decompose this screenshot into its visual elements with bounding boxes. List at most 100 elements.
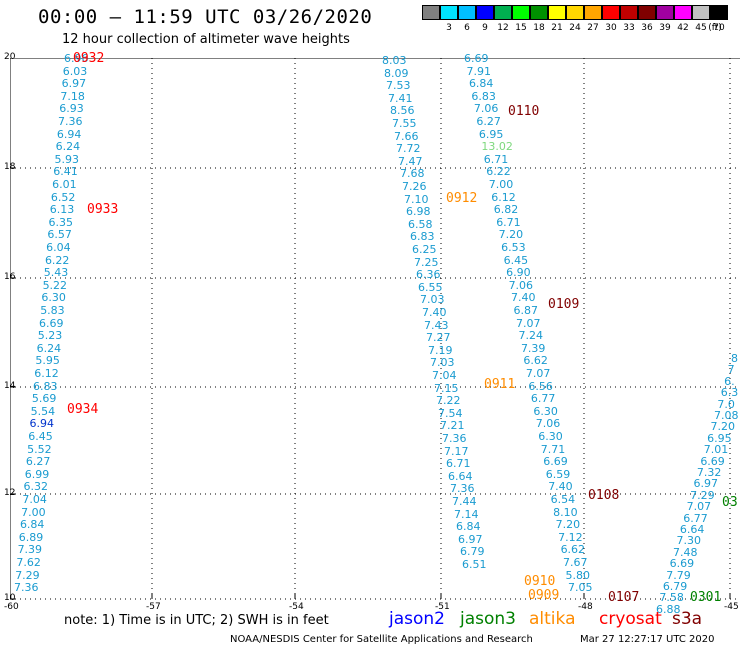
wave-height-value: 7.00 [21, 505, 46, 519]
wave-height-value: 6.55 [418, 280, 443, 294]
wave-height-value: 7.04 [22, 493, 47, 506]
wave-height-value: 7.27 [426, 331, 451, 345]
latitude-label: 12 [4, 488, 16, 498]
wave-height-value: 6.62 [523, 354, 548, 368]
wave-height-value: 7.18 [60, 89, 85, 103]
wave-height-value: 5.23 [37, 329, 63, 343]
wave-height-value: 6.71 [446, 457, 471, 471]
longitude-label: -45 [724, 602, 739, 612]
lat-lon-grid [10, 58, 740, 600]
pass-time-label: 0933 [87, 202, 119, 217]
wave-height-value: 6.94 [29, 417, 54, 431]
wave-height-value: 6.62 [560, 543, 586, 557]
wave-height-value: 6.71 [483, 152, 509, 166]
legend-label: 15 [515, 23, 527, 33]
wave-height-value: 7.06 [473, 102, 499, 116]
wave-height-value: 7.05 [568, 581, 593, 595]
satellite-label: jason2 [389, 609, 445, 629]
wave-height-value: 7.68 [400, 167, 425, 181]
legend-label: 21 [551, 23, 563, 33]
pass-time-label: 0932 [73, 51, 105, 66]
wave-height-value: 7.00 [488, 178, 514, 191]
wave-height-value: 6.69 [700, 454, 725, 468]
wave-height-value: 7.54 [438, 406, 463, 420]
wave-height-value: 6.12 [491, 190, 516, 204]
wave-height-value: 5.69 [31, 392, 57, 406]
wave-height-value: 6.25 [412, 243, 437, 256]
legend-swatch [440, 5, 458, 20]
wave-height-value: 6.45 [28, 430, 53, 443]
wave-height-value: 6.30 [533, 404, 558, 418]
wave-height-value: 6.77 [530, 392, 556, 406]
wave-height-value: 7.12 [558, 530, 583, 544]
wave-height-value: 6.84 [456, 520, 481, 534]
wave-height-value: 6.69 [543, 455, 568, 469]
wave-height-value: 6.30 [538, 430, 563, 443]
legend-label: 18 [533, 23, 545, 33]
pass-time-label: 0110 [508, 104, 540, 119]
wave-height-value: 6.27 [476, 115, 501, 128]
legend-label: 42 [677, 23, 689, 33]
wave-height-value: 7.03 [430, 356, 455, 370]
wave-height-value: 6.12 [34, 367, 59, 380]
legend-swatch [692, 5, 710, 20]
legend-label: 36 [641, 23, 653, 33]
legend-label: 3 [446, 23, 452, 33]
wave-height-value: 7.40 [548, 480, 573, 494]
wave-height-value: 6.59 [545, 467, 571, 481]
wave-height-value: 7.29 [690, 488, 715, 502]
legend-swatch [566, 5, 584, 20]
wave-height-value: 7.08 [713, 409, 739, 422]
wave-height-value: 6.98 [406, 205, 431, 219]
wave-height-value: 8.56 [390, 104, 415, 118]
pass-time-label: 03 [722, 495, 738, 510]
wave-height-value: 8 [731, 352, 738, 365]
wave-height-value: 6.83 [410, 230, 435, 244]
legend-label: 30 [605, 23, 617, 33]
satellite-label: s3a [672, 609, 703, 629]
wave-height-value: 5.22 [42, 278, 68, 292]
wave-height-value: 6.54 [550, 493, 576, 506]
legend-swatch [620, 5, 638, 20]
legend-swatch [674, 5, 692, 20]
wave-height-value: 7.55 [392, 117, 417, 130]
legend-label: 6 [464, 23, 470, 33]
longitude-label: -60 [4, 602, 19, 612]
wave-height-value: 7.47 [398, 154, 423, 168]
wave-height-value: 6.13 [49, 203, 75, 217]
wave-height-value: 7.07 [686, 500, 712, 514]
wave-height-value: 6.41 [53, 165, 78, 179]
wave-height-value: 6.01 [52, 178, 77, 191]
legend-label: 27 [587, 23, 599, 33]
longitude-label: -51 [435, 602, 450, 612]
wave-height-value: 7.21 [440, 419, 465, 433]
longitude-label: -54 [289, 602, 304, 612]
wave-height-value: 6.03 [62, 64, 88, 78]
legend-swatch [512, 5, 530, 20]
wave-height-value: 6.64 [679, 523, 705, 536]
wave-height-value: 7.40 [511, 291, 536, 305]
wave-height-value: 7.20 [498, 228, 524, 242]
wave-height-value: 6.90 [506, 266, 531, 280]
wave-height-value: 6.56 [528, 379, 553, 393]
legend-label: 70 [713, 23, 725, 33]
wave-height-value: 7.14 [454, 507, 479, 521]
latitude-label: 16 [4, 272, 16, 282]
latitude-label: 18 [4, 162, 16, 172]
note-text: note: 1) Time is in UTC; 2) SWH is in fe… [64, 613, 329, 628]
pass-time-label: 0109 [548, 297, 580, 312]
wave-height-value: 6.79 [662, 580, 688, 593]
wave-height-value: 6.22 [486, 165, 511, 179]
latitude-label: 14 [4, 381, 16, 391]
wave-height-value: 6.45 [503, 253, 529, 267]
wave-height-value: 6.97 [693, 477, 719, 491]
legend-label: 12 [497, 23, 509, 33]
wave-height-value: 6.64 [448, 469, 473, 483]
wave-height-value: 7.20 [555, 518, 581, 532]
wave-height-value: 6.24 [55, 140, 81, 154]
wave-height-value: 7.41 [388, 91, 413, 105]
wave-height-value: 7.29 [15, 568, 40, 582]
legend-swatch [710, 5, 728, 20]
wave-height-value: 8.09 [384, 66, 409, 80]
wave-height-value: 6.87 [513, 304, 539, 317]
